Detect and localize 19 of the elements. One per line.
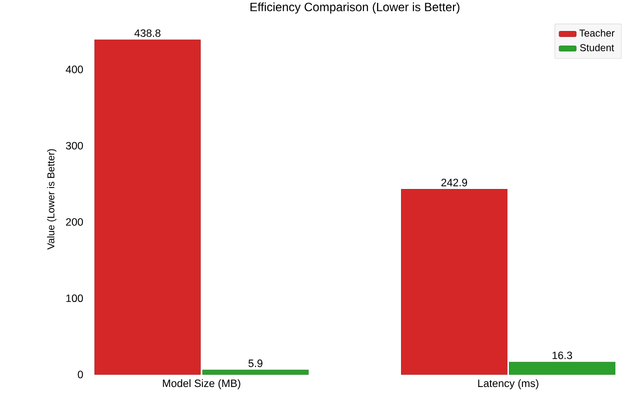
y-tick-label: 0 [78, 370, 83, 378]
bar [94, 39, 201, 375]
bar [202, 370, 309, 375]
x-tick-label: Latency (ms) [478, 379, 538, 390]
bar [401, 188, 508, 375]
data-label: 16.3 [552, 352, 572, 360]
data-label: 5.9 [248, 359, 262, 367]
chart-title: Efficiency Comparison (Lower is Better) [250, 2, 460, 14]
bar [508, 362, 616, 375]
data-label: 242.9 [441, 178, 468, 186]
data-label: 438.8 [134, 29, 160, 37]
x-tick-label: Model Size (MB) [162, 379, 240, 390]
y-tick-label: 200 [66, 218, 83, 226]
y-tick-label: 100 [66, 294, 83, 302]
y-tick-label: 400 [66, 66, 83, 74]
y-axis-title: Value (Lower is Better) [47, 149, 56, 250]
legend-label: Teacher [579, 29, 615, 37]
legend-label: Student [580, 44, 614, 52]
y-tick-label: 300 [66, 142, 83, 150]
